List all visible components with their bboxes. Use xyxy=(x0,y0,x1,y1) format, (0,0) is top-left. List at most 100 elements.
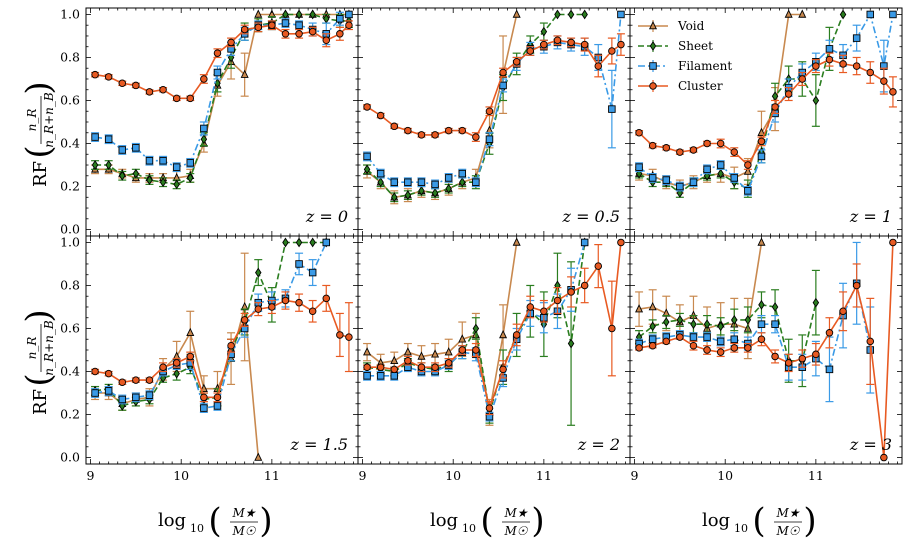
filament-point xyxy=(133,394,140,401)
ticks xyxy=(86,236,358,464)
cluster-point xyxy=(541,308,548,315)
void-point xyxy=(500,331,507,338)
filament-point xyxy=(214,69,221,76)
series-sheet xyxy=(363,238,587,425)
filament-point xyxy=(432,181,439,188)
x-axis-label-1: log 10 ( M★ M☉ ) xyxy=(158,501,273,541)
cluster-point xyxy=(881,454,888,461)
cluster-point xyxy=(731,345,738,352)
cluster-point xyxy=(309,28,316,35)
filament-point xyxy=(677,183,684,190)
filament-point xyxy=(92,134,99,141)
y-axis-label-den: n_R+n_B xyxy=(42,92,56,148)
chart-figure: 0.00.20.40.60.81.0z = 0z = 0.5 z = 10.00.… xyxy=(0,0,910,555)
filament-point xyxy=(618,11,625,18)
filament-point xyxy=(486,136,493,143)
cluster-point xyxy=(704,347,711,354)
cluster-point xyxy=(486,405,493,412)
void-point xyxy=(513,238,520,245)
cluster-point xyxy=(513,58,520,65)
x-axis-label-den: M☉ xyxy=(775,524,800,538)
panel-frame xyxy=(630,8,902,236)
cluster-point xyxy=(799,355,806,362)
y-tick-label: 0.6 xyxy=(60,320,80,335)
cluster-point xyxy=(704,140,711,147)
filament-point xyxy=(364,153,371,160)
void-line xyxy=(367,15,517,198)
x-axis-label-base: 10 xyxy=(734,522,748,535)
ticks xyxy=(358,236,630,464)
cluster-point xyxy=(119,379,126,386)
filament-point xyxy=(133,145,140,152)
cluster-point xyxy=(554,297,561,304)
sheet-point xyxy=(92,161,97,169)
cluster-point xyxy=(500,366,507,373)
x-tick-label: 11 xyxy=(536,468,552,483)
x-axis-label-3: log 10 ( M★ M☉ ) xyxy=(702,501,817,541)
filament-point xyxy=(663,177,670,184)
y-axis-label-num: n_R xyxy=(25,337,39,360)
sheet-point xyxy=(732,316,737,324)
cluster-point xyxy=(432,364,439,371)
sheet-point xyxy=(664,318,669,326)
y-tick-label: 1.0 xyxy=(60,6,80,21)
cluster-point xyxy=(432,132,439,139)
cluster-point xyxy=(146,377,153,384)
ticks xyxy=(630,236,902,464)
legend-label: Void xyxy=(677,19,705,33)
y-tick-label: 1.0 xyxy=(60,234,80,249)
cluster-point xyxy=(459,347,466,354)
filament-point xyxy=(758,321,765,328)
cluster-point xyxy=(296,31,303,38)
panel-1: 0.00.20.40.60.81.0z = 0 xyxy=(60,6,358,236)
sheet-point xyxy=(106,161,111,169)
void-point xyxy=(758,238,765,245)
cluster-point xyxy=(337,332,344,339)
sheet-point xyxy=(813,299,818,307)
cluster-point xyxy=(146,89,153,96)
cluster-point xyxy=(133,82,140,89)
cluster-point xyxy=(445,127,452,134)
sheet-point xyxy=(759,301,764,309)
cluster-point xyxy=(214,394,221,401)
filament-point xyxy=(296,261,303,268)
filament-point xyxy=(337,15,344,22)
cluster-point xyxy=(867,338,874,345)
series-void xyxy=(363,238,520,425)
void-point xyxy=(255,454,262,461)
cluster-point xyxy=(201,394,208,401)
filament-point xyxy=(826,366,833,373)
filament-point xyxy=(187,160,194,167)
x-axis-label-num: M★ xyxy=(775,506,800,520)
cluster-point xyxy=(890,89,897,96)
cluster-point xyxy=(799,76,806,83)
void-point xyxy=(187,329,194,336)
filament-point xyxy=(445,175,452,182)
series-void xyxy=(363,10,520,203)
cluster-point xyxy=(337,31,344,38)
cluster-point xyxy=(609,48,616,55)
cluster-point xyxy=(364,364,371,371)
cluster-point xyxy=(772,104,779,111)
cluster-point xyxy=(717,140,724,147)
cluster-point xyxy=(241,317,248,324)
cluster-point xyxy=(527,304,534,311)
filament-point xyxy=(119,396,126,403)
cluster-point xyxy=(541,41,548,48)
cluster-point xyxy=(826,56,833,63)
filament-point xyxy=(473,179,480,186)
redshift-label: z = 1 xyxy=(849,207,892,226)
cluster-point xyxy=(881,78,888,85)
filament-point xyxy=(731,175,738,182)
filament-point xyxy=(201,405,208,412)
filament-point xyxy=(636,164,643,171)
filament-point xyxy=(609,106,616,113)
cluster-line xyxy=(639,243,893,458)
legend-label: Sheet xyxy=(678,39,713,53)
y-axis-label-bottom: RF ( n_R n_R+n_B ) xyxy=(19,309,59,415)
cluster-point xyxy=(785,91,792,98)
y-tick-label: 0.2 xyxy=(60,179,80,194)
cluster-point xyxy=(785,360,792,367)
cluster-point xyxy=(731,149,738,156)
cluster-point xyxy=(459,127,466,134)
